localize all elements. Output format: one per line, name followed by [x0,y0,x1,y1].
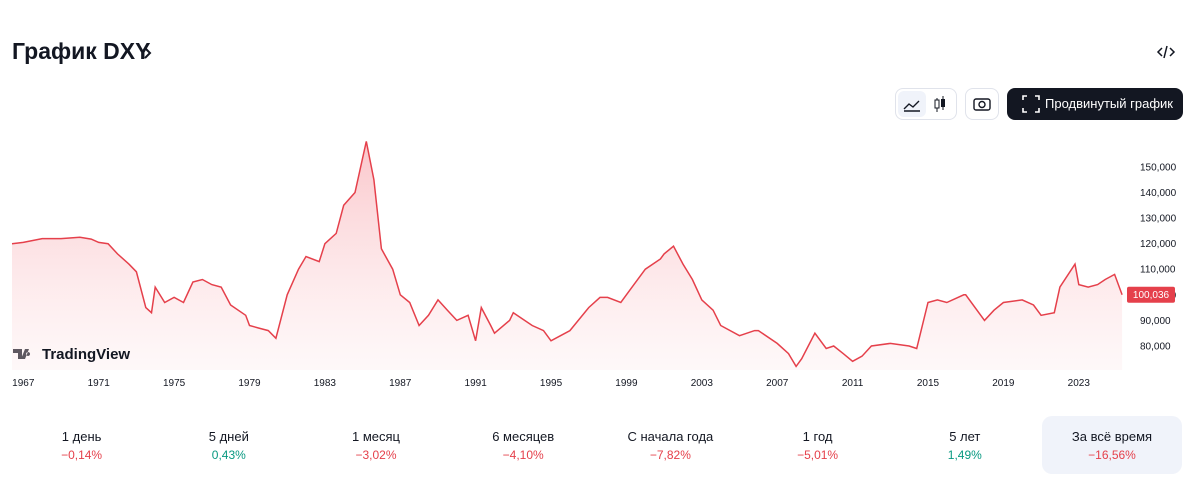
fullscreen-icon [1022,95,1040,113]
advanced-chart-button[interactable]: Продвинутый график [1007,88,1183,120]
last-value-badge [1127,286,1175,303]
period-tile[interactable]: 6 месяцев −4,10% [453,416,593,474]
y-tick-label: 90,000 [1140,316,1171,327]
period-label: 1 год [802,429,833,444]
x-tick-label: 2003 [691,378,714,389]
x-tick-label: 1987 [389,378,412,389]
camera-lens [978,100,986,109]
camera-body [973,98,991,111]
y-tick-label: 150,000 [1140,162,1177,173]
x-tick-label: 1979 [238,378,261,389]
embed-icon[interactable] [1156,45,1176,59]
period-label: 1 месяц [352,429,400,444]
x-tick-label: 2015 [917,378,940,389]
period-change: 1,49% [947,448,982,462]
y-tick-label: 120,000 [1140,239,1177,250]
period-change: −16,56% [1088,448,1136,462]
x-tick-label: 2019 [992,378,1015,389]
x-tick-label: 1971 [88,378,111,389]
logo: TradingView [42,346,131,363]
camera-icon [973,98,991,111]
x-tick-label: 1967 [12,378,35,389]
period-change: −7,82% [649,448,691,462]
period-change: −4,10% [502,448,544,462]
last-value-label: 100,036 [1133,290,1170,301]
candle[interactable] [941,99,945,107]
x-tick-label: 2023 [1068,378,1091,389]
chart: 80,00090,000100,000110,000120,000130,000… [11,45,1177,389]
button-label: Продвинутый график [1045,96,1173,111]
candle[interactable] [934,99,940,109]
x-tick-label: 1983 [314,378,337,389]
period-label: 1 день [61,429,102,444]
x-tick-label: 1995 [540,378,563,389]
x-tick-label: 1991 [465,378,488,389]
x-tick-label: 2007 [766,378,789,389]
period-label: С начала года [627,429,714,444]
period-tile[interactable]: 5 дней 0,43% [159,416,299,474]
x-tick-label: 1975 [163,378,186,389]
period-tile[interactable]: За всё время −16,56% [1042,416,1182,474]
y-tick-label: 80,000 [1140,341,1171,352]
period-label: 6 месяцев [492,429,555,444]
area-icon[interactable] [903,100,920,112]
chart-type-icons [898,91,945,117]
period-change: −5,01% [797,448,839,462]
period-change: 0,43% [211,448,246,462]
x-tick-label: 2011 [842,378,864,389]
y-tick-label: 110,000 [1140,265,1176,276]
period-tile[interactable]: 1 месяц −3,02% [306,416,446,474]
area [12,141,1123,370]
chart-type-toggle[interactable] [895,88,957,120]
x-tick-label: 1999 [615,378,638,389]
period-label: 5 лет [949,429,981,444]
period-label: 5 дней [208,429,249,444]
period-tile[interactable]: 5 лет 1,49% [895,416,1035,474]
period-change: −3,02% [355,448,397,462]
chevron[interactable] [144,47,152,59]
y-tick-label: 130,000 [1140,214,1177,225]
active-bg [898,91,926,117]
period-change: −0,14% [61,448,103,462]
period-tile[interactable]: 1 день −0,14% [12,416,152,474]
y-tick-label: 140,000 [1140,188,1177,199]
line [11,141,1123,368]
title[interactable]: График DXY [12,38,151,64]
period-tile[interactable]: 1 год −5,01% [748,416,888,474]
period-tile[interactable]: С начала года −7,82% [600,416,740,474]
period-label: За всё время [1071,429,1153,444]
snapshot-button[interactable] [965,88,999,120]
